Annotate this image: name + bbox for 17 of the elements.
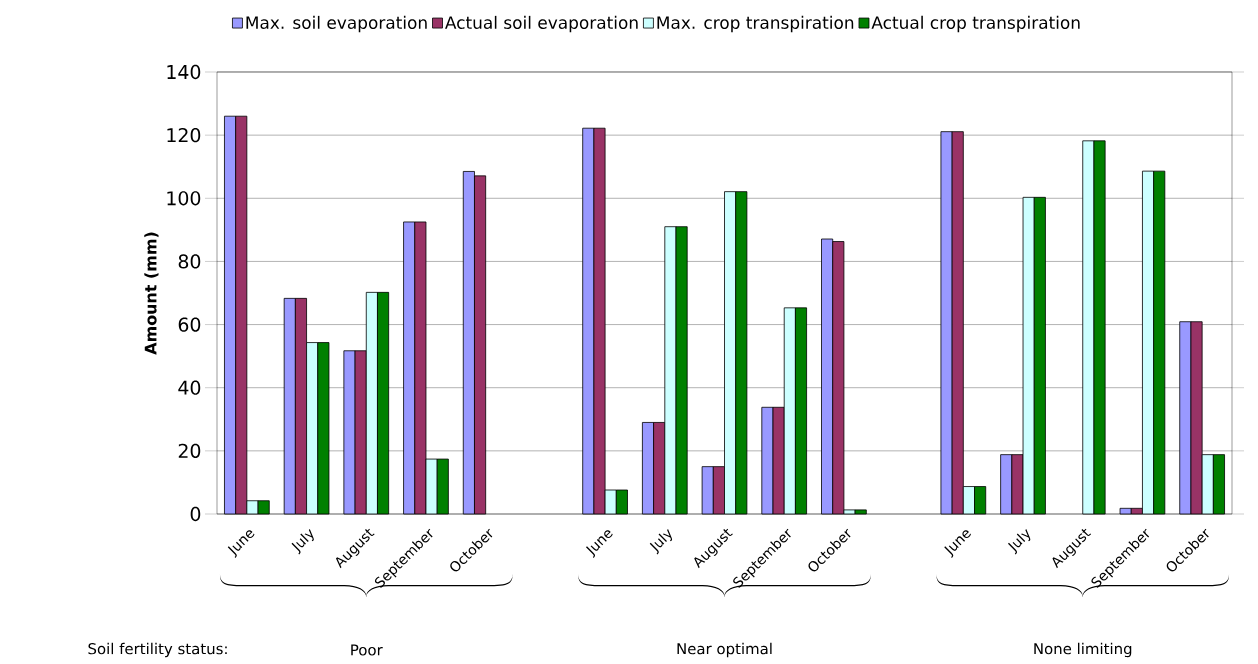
text: Near optimal — [677, 642, 772, 658]
legend-label: Actual soil evaporation — [445, 15, 638, 33]
text: Poor — [351, 644, 383, 656]
y-tick-label: 60 — [178, 317, 201, 332]
y-tick-label: 120 — [167, 127, 201, 143]
y-tick-label: 100 — [167, 191, 201, 206]
y-axis-title: Amount (mm) — [144, 232, 159, 355]
y-tick-label: 80 — [178, 254, 201, 269]
text: None limiting — [1034, 642, 1132, 658]
legend-label: Actual crop transpiration — [871, 15, 1080, 33]
y-tick-label: 20 — [178, 443, 201, 459]
text: Soil fertility status: — [88, 642, 227, 658]
y-tick-label: 40 — [178, 380, 201, 395]
legend-label: Max. soil evaporation — [246, 15, 427, 33]
legend-label: Max. crop transpiration — [657, 15, 854, 33]
y-tick-label: 0 — [190, 506, 201, 522]
y-tick-label: 140 — [167, 64, 201, 80]
